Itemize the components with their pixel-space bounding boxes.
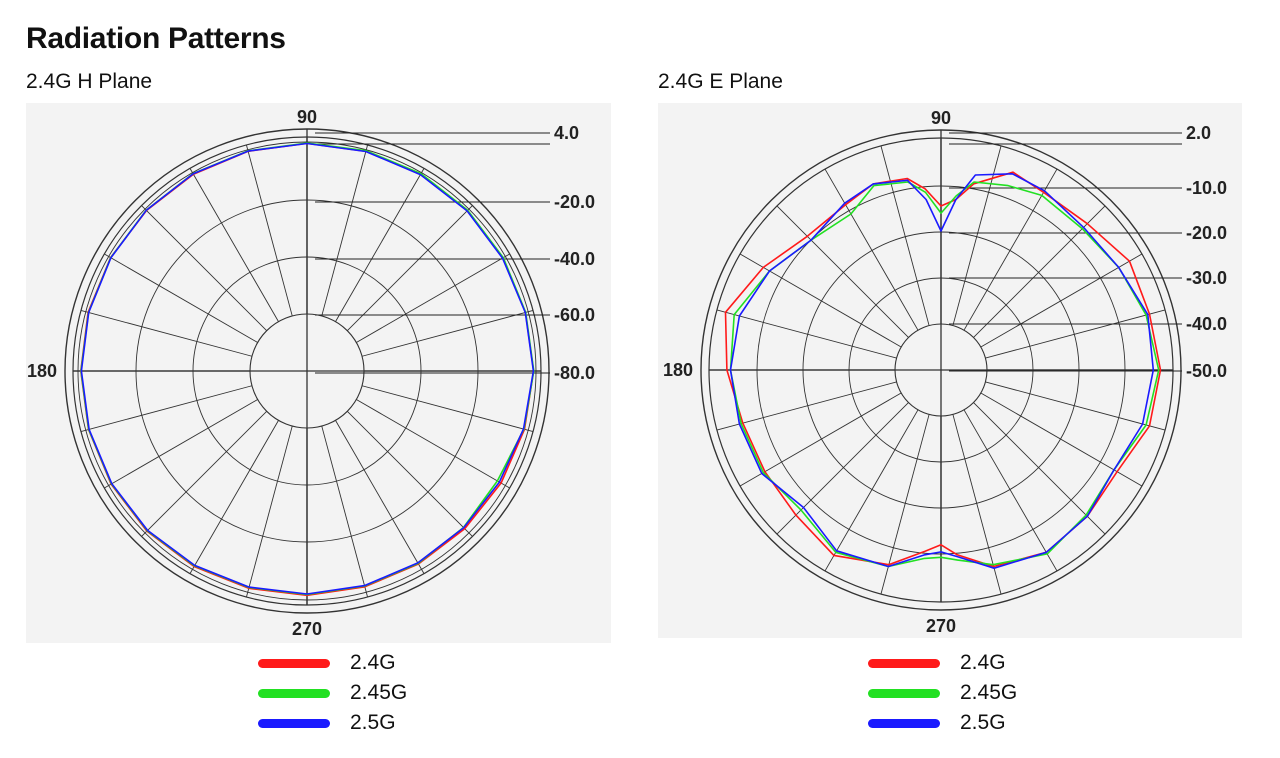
h-plane-polar-chart: 4.0 -20.0 -40.0 -60.0 -80.0 90 180 270 — [27, 107, 595, 639]
e-plane-subtitle: 2.4G E Plane — [658, 70, 783, 93]
legend-label: 2.5G — [960, 711, 1006, 734]
legend-label: 2.45G — [350, 681, 408, 704]
angle-label-left: 180 — [27, 361, 57, 381]
grid-spoke — [739, 253, 902, 348]
radial-tick-label: -10.0 — [1186, 178, 1227, 198]
grid-spoke — [776, 402, 909, 535]
grid-spoke — [739, 392, 902, 487]
grid-spoke — [321, 425, 368, 598]
radial-tick-label: -40.0 — [1186, 314, 1227, 334]
legend-label: 2.4G — [960, 651, 1006, 674]
legend-item-2-45g: 2.45G — [254, 679, 454, 709]
grid-spoke — [346, 410, 473, 537]
grid-spoke — [952, 145, 1002, 326]
angle-label-bottom: 270 — [926, 616, 956, 636]
grid-spoke — [716, 381, 897, 431]
angle-label-top: 90 — [297, 107, 317, 127]
grid-spoke — [361, 310, 534, 357]
e-plane-grid — [700, 129, 1182, 611]
radial-tick-label: -40.0 — [554, 249, 595, 269]
legend-item-2-5g: 2.5G — [864, 709, 1064, 739]
e-plane-chart-panel: 2.0 -10.0 -20.0 -30.0 -40.0 -50.0 90 180 270 — [658, 103, 1242, 638]
grid-spoke — [346, 205, 473, 332]
grid-spoke — [141, 205, 268, 332]
h-plane-legend: 2.4G 2.45G 2.5G — [254, 649, 454, 741]
grid-spoke — [980, 392, 1143, 487]
grid-spoke — [80, 310, 253, 357]
grid-spoke — [980, 253, 1143, 348]
grid-spoke — [189, 168, 279, 322]
h-plane-subtitle: 2.4G H Plane — [26, 70, 153, 93]
grid-spoke — [321, 144, 368, 317]
grid-spoke — [973, 402, 1106, 535]
grid-spoke — [716, 309, 897, 359]
page-heading: Radiation Patterns — [26, 22, 286, 55]
radial-tick-label: -20.0 — [1186, 223, 1227, 243]
grid-spoke — [189, 420, 279, 574]
grid-spoke — [246, 144, 293, 317]
grid-spoke — [776, 205, 909, 338]
legend-swatch — [868, 719, 940, 728]
grid-spoke — [824, 409, 919, 572]
radial-tick-label: 2.0 — [1186, 123, 1211, 143]
grid-spoke — [335, 168, 425, 322]
series-trace-2-5g — [80, 142, 535, 595]
radial-tick-label: -80.0 — [554, 363, 595, 383]
angle-label-bottom: 270 — [292, 619, 322, 639]
grid-spoke — [824, 168, 919, 331]
legend-swatch — [258, 689, 330, 698]
h-plane-chart-panel: 4.0 -20.0 -40.0 -60.0 -80.0 90 180 270 — [26, 103, 611, 643]
grid-spoke — [141, 410, 268, 537]
radial-tick-label: -20.0 — [554, 192, 595, 212]
grid-spoke — [104, 253, 258, 343]
grid-spoke — [335, 420, 425, 574]
grid-spoke — [246, 425, 293, 598]
e-plane-polar-chart: 2.0 -10.0 -20.0 -30.0 -40.0 -50.0 90 180 270 — [663, 108, 1227, 636]
radial-tick-label: -50.0 — [1186, 361, 1227, 381]
radial-tick-label: -30.0 — [1186, 268, 1227, 288]
legend-swatch — [868, 659, 940, 668]
grid-spoke — [973, 205, 1106, 338]
grid-spoke — [880, 145, 930, 326]
legend-label: 2.45G — [960, 681, 1018, 704]
grid-spoke — [104, 399, 258, 489]
angle-label-left: 180 — [663, 360, 693, 380]
grid-spoke — [985, 381, 1166, 431]
radial-tick-label: -60.0 — [554, 305, 595, 325]
legend-swatch — [258, 719, 330, 728]
legend-label: 2.5G — [350, 711, 396, 734]
grid-spoke — [356, 399, 510, 489]
grid-spoke — [963, 409, 1058, 572]
legend-item-2-4g: 2.4G — [254, 649, 454, 679]
radial-tick-label: 4.0 — [554, 123, 579, 143]
series-trace-2-4g — [724, 171, 1162, 568]
legend-label: 2.4G — [350, 651, 396, 674]
grid-spoke — [80, 385, 253, 432]
angle-label-top: 90 — [931, 108, 951, 128]
series-trace-2-45g — [729, 181, 1160, 568]
grid-spoke — [361, 385, 534, 432]
h-plane-grid — [64, 128, 550, 614]
legend-item-2-5g: 2.5G — [254, 709, 454, 739]
legend-item-2-45g: 2.45G — [864, 679, 1064, 709]
legend-swatch — [868, 689, 940, 698]
legend-item-2-4g: 2.4G — [864, 649, 1064, 679]
e-plane-legend: 2.4G 2.45G 2.5G — [864, 649, 1064, 741]
grid-spoke — [963, 168, 1058, 331]
series-trace-2-5g — [729, 173, 1155, 569]
grid-spoke — [356, 253, 510, 343]
grid-spoke — [985, 309, 1166, 359]
legend-swatch — [258, 659, 330, 668]
